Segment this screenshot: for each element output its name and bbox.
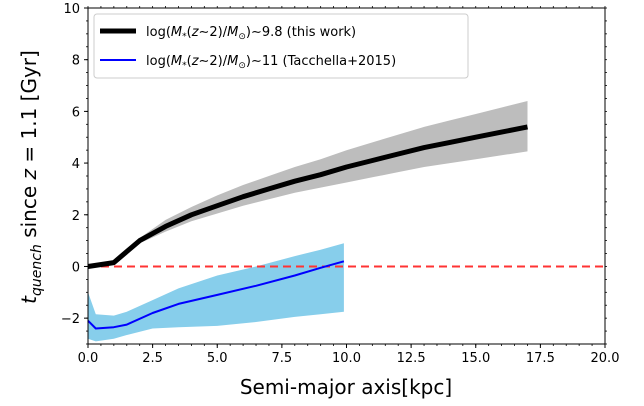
x-tick-label: 2.5 xyxy=(142,351,163,366)
y-axis-label: tquench since z = 1.1 [Gyr] xyxy=(17,50,45,304)
y-tick-label: 4 xyxy=(72,157,80,172)
y-tick-label: 6 xyxy=(72,105,80,120)
x-tick-label: 12.5 xyxy=(397,351,426,366)
y-axis-ticks: −2 0 2 4 6 8 10 xyxy=(61,2,607,345)
legend: log(M*(z∼2)/M⊙)∼9.8 (this work) log(M*(z… xyxy=(93,13,469,79)
y-tick-label: −2 xyxy=(61,312,80,327)
x-tick-label: 7.5 xyxy=(272,351,293,366)
series-lines xyxy=(87,124,528,330)
y-tick-label: 2 xyxy=(72,209,80,224)
legend-label-this-work: log(M*(z∼2)/M⊙)∼9.8 (this work) xyxy=(146,25,356,42)
x-axis-ticks: 0.0 2.5 5.0 7.5 10.0 12.5 15.0 17.5 20.0 xyxy=(78,6,620,366)
x-tick-label: 15.0 xyxy=(461,351,490,366)
uncertainty-bands xyxy=(88,101,528,342)
series-line-1 xyxy=(87,260,345,330)
uncertainty-band-1 xyxy=(88,243,344,342)
x-tick-label: 20.0 xyxy=(591,351,620,366)
y-tick-label: 0 xyxy=(72,260,80,275)
uncertainty-band-0 xyxy=(88,101,528,268)
legend-box xyxy=(93,13,469,79)
x-tick-label: 10.0 xyxy=(332,351,361,366)
x-axis-label: Semi-major axis[kpc] xyxy=(240,375,452,399)
y-tick-label: 8 xyxy=(72,54,80,69)
x-tick-label: 5.0 xyxy=(207,351,228,366)
x-tick-label: 0.0 xyxy=(78,351,99,366)
legend-label-tacchella: log(M*(z∼2)/M⊙)∼11 (Tacchella+2015) xyxy=(146,54,396,71)
y-tick-label: 10 xyxy=(63,2,80,17)
series-line-0 xyxy=(87,124,528,269)
x-tick-label: 17.5 xyxy=(526,351,555,366)
